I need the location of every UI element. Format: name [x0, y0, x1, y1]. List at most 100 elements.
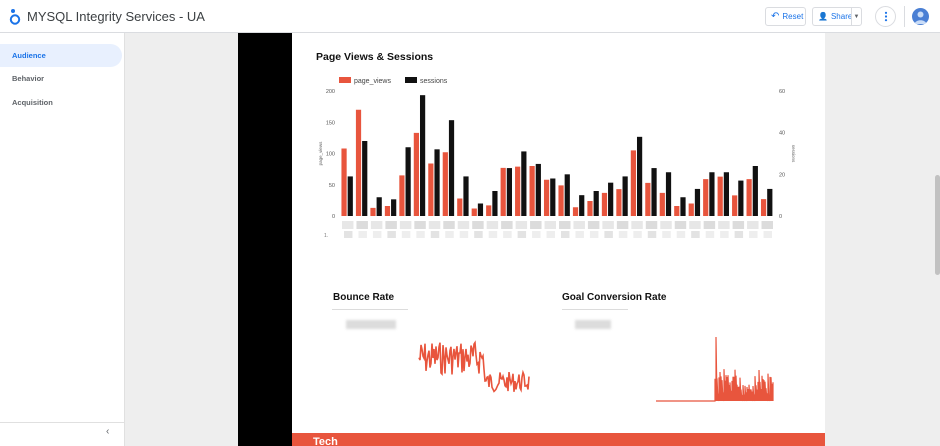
- x-tick-label-redacted: [459, 231, 469, 238]
- bar-sessions: [767, 188, 773, 216]
- x-tick-label-redacted: [474, 231, 483, 238]
- x-tick-label-redacted: [647, 231, 657, 238]
- bar-sessions: [608, 182, 614, 216]
- bar-sessions: [492, 191, 498, 216]
- x-tick-label-redacted: [399, 221, 412, 229]
- bar-page_views: [601, 192, 608, 217]
- sidebar-item-acquisition[interactable]: Acquisition: [12, 98, 53, 107]
- bar-page_views: [746, 179, 752, 217]
- collapse-sidebar-chevron-icon[interactable]: ‹: [106, 426, 110, 437]
- y-right-tick: 60: [779, 89, 785, 95]
- y-left-tick: 100: [326, 152, 335, 158]
- bounce-rate-value-redacted: [346, 320, 396, 329]
- page-views-sessions-chart[interactable]: page_views sessions 0 50 100 150 200 0 20 40 60 pag…: [292, 69, 825, 279]
- sidebar-divider: [0, 422, 125, 423]
- x-tick-label-redacted: [589, 231, 599, 238]
- bar-page_views: [529, 166, 535, 216]
- bar-page_views: [572, 207, 579, 216]
- bar-sessions: [564, 174, 570, 216]
- x-tick-label-redacted: [515, 221, 528, 229]
- bar-page_views: [558, 185, 564, 217]
- goal-conversion-title: Goal Conversion Rate: [562, 292, 667, 303]
- x-tick-label-redacted: [705, 231, 715, 238]
- bar-sessions: [738, 180, 744, 216]
- bar-sessions: [506, 168, 512, 216]
- bar-sessions: [593, 191, 599, 216]
- x-tick-label-redacted: [387, 231, 396, 238]
- bar-sessions: [376, 197, 382, 216]
- sidebar-item-behavior[interactable]: Behavior: [12, 74, 45, 83]
- legend-label-page_views[interactable]: page_views: [354, 78, 391, 85]
- tech-section-header: Tech: [292, 433, 825, 446]
- bar-page_views: [543, 179, 550, 216]
- x-tick-label-redacted: [561, 231, 570, 238]
- person-add-icon: 👤: [818, 12, 828, 21]
- bar-sessions: [709, 172, 715, 216]
- x-tick-label-redacted: [414, 221, 426, 229]
- y-right-tick: 40: [779, 131, 785, 137]
- data-studio-logo-icon: [9, 9, 21, 25]
- x-tick-label-redacted: [430, 231, 440, 238]
- report-canvas: Page Views & Sessions page_views sessions…: [292, 33, 825, 446]
- x-tick-label-redacted: [662, 231, 671, 238]
- bar-page_views: [645, 182, 651, 217]
- bar-sessions: [463, 176, 469, 216]
- legend-swatch-page_views: [339, 77, 351, 83]
- caret-down-icon: ▼: [853, 13, 860, 20]
- page-scrollbar[interactable]: [935, 175, 940, 275]
- bar-sessions: [521, 151, 527, 216]
- x-tick-label-redacted: [501, 221, 513, 229]
- x-tick-label-redacted: [428, 221, 441, 229]
- x-tick-label-redacted: [342, 221, 354, 229]
- x-tick-label-redacted: [472, 221, 484, 229]
- bar-page_views: [428, 163, 434, 216]
- bar-sessions: [347, 176, 353, 216]
- x-tick-label-redacted: [602, 221, 614, 229]
- reset-button[interactable]: ↶ Reset: [765, 7, 806, 26]
- goal-conversion-trend-line: [656, 336, 774, 402]
- bar-page_views: [515, 166, 521, 217]
- bar-sessions: [419, 95, 426, 216]
- x-tick-label-redacted: [587, 221, 600, 229]
- top-bar: MYSQL Integrity Services - UA ↶ Reset 👤 …: [0, 0, 940, 33]
- bar-sessions: [405, 147, 411, 216]
- more-options-button[interactable]: [875, 6, 896, 27]
- more-vert-icon: [884, 11, 887, 22]
- x-tick-label-redacted: [445, 231, 454, 238]
- bar-sessions: [636, 136, 643, 216]
- goal-conversion-sparkline[interactable]: [656, 335, 774, 403]
- x-tick-label-redacted: [370, 221, 383, 229]
- x-tick-label-redacted: [645, 221, 658, 229]
- x-tick-label-redacted: [416, 231, 425, 238]
- bar-page_views: [587, 201, 593, 216]
- avatar[interactable]: [912, 8, 929, 25]
- bar-page_views: [486, 205, 492, 217]
- bar-page_views: [760, 199, 767, 217]
- x-tick-label-redacted: [385, 221, 397, 229]
- sidebar-item-audience[interactable]: Audience: [0, 44, 122, 67]
- y-left-axis-label: page_views: [318, 141, 323, 166]
- bar-sessions: [391, 199, 397, 216]
- goal-conversion-value-redacted: [575, 320, 611, 329]
- goal-conversion-rule: [562, 309, 628, 310]
- x-tick-label-redacted: [761, 221, 773, 229]
- bar-sessions: [434, 149, 440, 216]
- report-title[interactable]: MYSQL Integrity Services - UA: [27, 9, 205, 24]
- x-tick-label-redacted: [356, 221, 368, 229]
- bar-page_views: [341, 148, 347, 216]
- bar-page_views: [630, 150, 636, 217]
- x-tick-label-redacted: [689, 221, 701, 229]
- legend-label-sessions[interactable]: sessions: [420, 78, 448, 85]
- x-tick-label-redacted: [486, 221, 499, 229]
- bar-sessions: [579, 195, 585, 216]
- x-tick-label-redacted: [544, 221, 556, 229]
- x-tick-label-redacted: [703, 221, 716, 229]
- bounce-rate-sparkline[interactable]: [418, 338, 531, 393]
- share-button[interactable]: 👤 Share: [812, 7, 852, 26]
- x-tick-label-redacted: [749, 231, 758, 238]
- bar-page_views: [355, 109, 362, 216]
- share-dropdown-button[interactable]: ▼: [851, 7, 862, 26]
- x-tick-label-redacted: [676, 231, 686, 238]
- bar-page_views: [688, 203, 694, 216]
- x-tick-label-redacted: [443, 221, 455, 229]
